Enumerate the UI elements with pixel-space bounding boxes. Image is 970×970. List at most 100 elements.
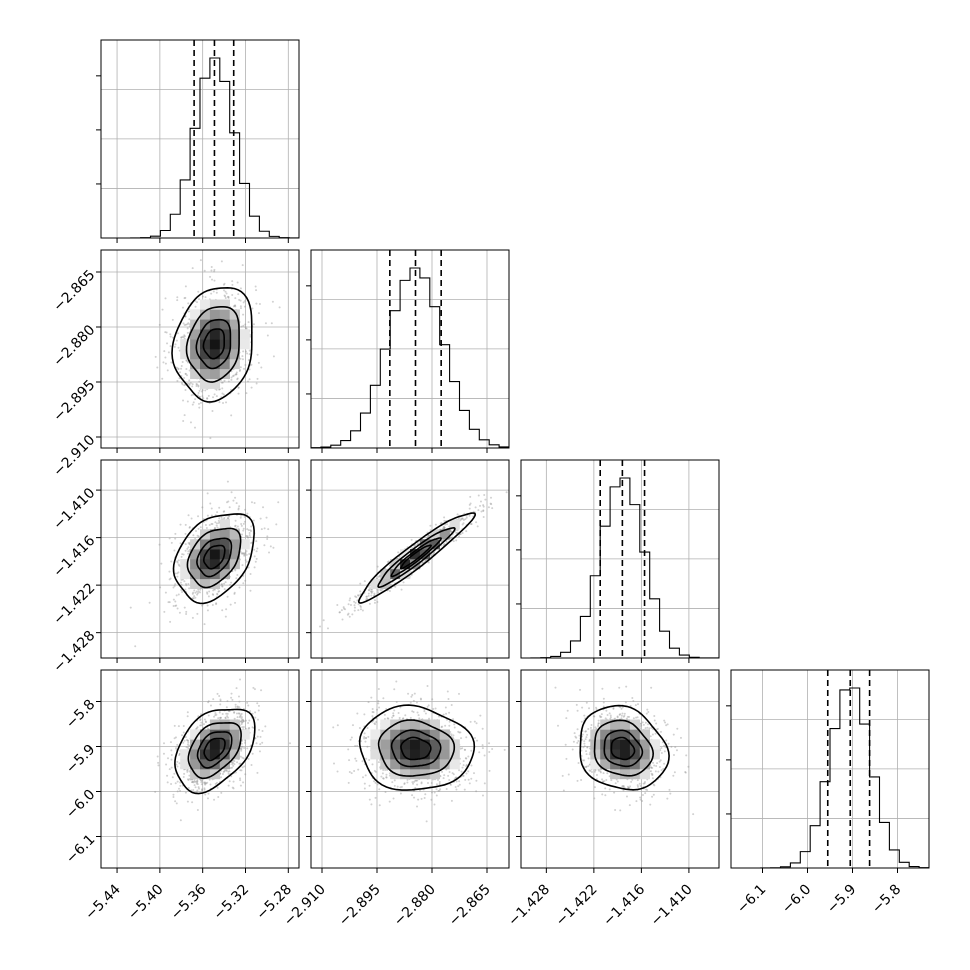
sample-point <box>194 780 197 783</box>
sample-point <box>236 716 239 719</box>
sample-point <box>211 604 214 607</box>
sample-point <box>168 601 171 604</box>
sample-point <box>460 770 463 773</box>
sample-point <box>186 800 189 803</box>
sample-point <box>371 715 374 718</box>
sample-point <box>171 318 174 321</box>
sample-point <box>239 678 242 681</box>
sample-point <box>218 388 221 391</box>
sample-point <box>157 764 160 767</box>
sample-point <box>223 588 226 591</box>
sample-point <box>465 516 468 519</box>
density-cell <box>190 309 201 320</box>
sample-point <box>187 778 190 781</box>
sample-point <box>457 785 460 788</box>
sample-point <box>251 752 254 755</box>
sample-point <box>180 336 183 339</box>
density-cell <box>229 319 240 330</box>
sample-point <box>182 776 185 779</box>
sample-point <box>231 280 234 283</box>
sample-point <box>226 712 229 715</box>
density-cell <box>209 749 221 760</box>
sample-point <box>669 792 672 795</box>
contour-0.5-sigma <box>357 512 477 604</box>
x-tick-label: −5.36 <box>168 881 210 923</box>
density-cell <box>219 299 230 310</box>
y-tick-label: −2.895 <box>50 377 98 425</box>
sample-point <box>185 584 188 587</box>
sample-point <box>244 363 247 366</box>
sample-point <box>672 754 675 757</box>
sample-point <box>442 526 445 529</box>
sample-point <box>219 716 222 719</box>
sample-point <box>174 537 177 540</box>
sample-point <box>621 706 624 709</box>
sample-point <box>353 600 356 603</box>
sample-point <box>241 739 244 742</box>
sample-point <box>368 758 371 761</box>
sample-point <box>227 517 230 520</box>
sample-point <box>212 593 215 596</box>
density-cell <box>190 329 201 340</box>
sample-point <box>184 549 187 552</box>
sample-point <box>412 711 415 714</box>
sample-point <box>267 528 270 531</box>
sample-point <box>245 550 248 553</box>
sample-point <box>234 705 237 708</box>
sample-point <box>445 540 448 543</box>
sample-point <box>490 496 493 499</box>
sample-point <box>166 369 169 372</box>
sample-point <box>224 615 227 618</box>
sample-point <box>209 783 212 786</box>
sample-point <box>410 695 413 698</box>
sample-point <box>482 504 485 507</box>
sample-point <box>186 361 189 364</box>
sample-point <box>428 717 431 720</box>
sample-point <box>376 783 379 786</box>
sample-point <box>382 697 385 700</box>
sample-point <box>230 696 233 699</box>
sample-point <box>353 609 356 612</box>
sample-point <box>168 768 171 771</box>
sample-point <box>240 717 243 720</box>
density-cell <box>190 349 201 360</box>
sample-point <box>272 546 275 549</box>
sample-point <box>221 773 224 776</box>
sample-point <box>248 719 251 722</box>
sample-point <box>241 721 244 724</box>
sample-point <box>222 770 225 773</box>
density-cell <box>410 759 421 770</box>
sample-point <box>370 590 373 593</box>
sample-point <box>204 720 207 723</box>
density-cell <box>429 759 440 770</box>
density-cell <box>209 319 221 330</box>
density-cell <box>390 568 401 580</box>
sample-point <box>224 297 227 300</box>
contour-1-sigma <box>186 527 242 589</box>
sample-point <box>258 303 261 306</box>
sample-point <box>244 719 247 722</box>
sample-point <box>254 711 257 714</box>
density-cell <box>390 729 401 740</box>
sample-point <box>205 782 208 785</box>
sample-point <box>451 772 454 775</box>
sample-point <box>349 738 352 741</box>
density-cell <box>180 349 191 360</box>
sample-point <box>385 776 388 779</box>
density-cell <box>400 549 411 560</box>
sample-point <box>226 715 229 718</box>
sample-point <box>219 703 222 706</box>
sample-point <box>160 562 163 565</box>
sample-point <box>322 619 325 622</box>
sample-point <box>370 588 373 591</box>
sample-point <box>619 809 622 812</box>
sample-point <box>236 706 239 709</box>
sample-point <box>238 298 241 301</box>
sample-point <box>463 748 466 751</box>
density-cell <box>419 749 431 760</box>
sample-point <box>237 386 240 389</box>
sample-point <box>370 594 373 597</box>
sample-point <box>176 743 179 746</box>
sample-point <box>230 692 233 695</box>
sample-point <box>129 606 132 609</box>
